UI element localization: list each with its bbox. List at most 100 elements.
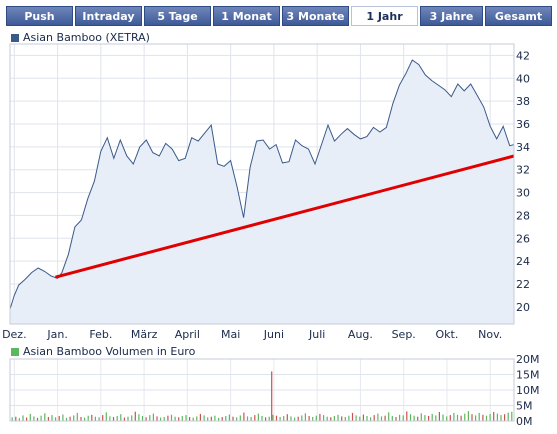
price-area xyxy=(10,60,514,324)
volume-bar xyxy=(160,417,162,421)
volume-bar xyxy=(323,415,325,421)
month-tick-label: Aug. xyxy=(348,328,373,341)
month-tick-label: Okt. xyxy=(436,328,459,341)
price-y-tick-label: 24 xyxy=(516,255,530,268)
volume-bar xyxy=(112,417,115,421)
volume-bar xyxy=(380,416,383,421)
volume-y-tick-label: 15M xyxy=(516,369,540,382)
volume-bar xyxy=(178,417,180,421)
volume-bar xyxy=(127,416,129,421)
volume-bar xyxy=(409,414,412,421)
tab-intraday[interactable]: Intraday xyxy=(75,6,142,26)
tab-gesamt[interactable]: Gesamt xyxy=(485,6,552,26)
volume-bar xyxy=(446,416,448,421)
tab-1-jahr[interactable]: 1 Jahr xyxy=(351,6,418,26)
volume-bar xyxy=(290,416,292,421)
volume-bar xyxy=(366,416,368,421)
volume-bar xyxy=(471,414,473,421)
month-x-axis: Dez. Jan. Feb. März April Mai Juni Juli Aug. Sep.… xyxy=(2,328,502,341)
volume-y-axis: 0M 5M 10M 15M 20M xyxy=(516,353,540,428)
volume-bar xyxy=(294,417,296,421)
volume-bar xyxy=(275,415,278,421)
volume-bar xyxy=(489,413,491,421)
volume-bar xyxy=(304,413,306,422)
volume-bar xyxy=(464,413,466,421)
volume-bar xyxy=(152,413,154,421)
volume-legend-label: Asian Bamboo Volumen in Euro xyxy=(23,345,196,358)
volume-bar xyxy=(301,415,303,421)
volume-bar xyxy=(268,416,270,421)
tab-5-tage[interactable]: 5 Tage xyxy=(144,6,211,26)
price-y-tick-label: 28 xyxy=(516,209,530,222)
volume-bar xyxy=(261,416,263,421)
volume-bar xyxy=(442,414,444,421)
tab-push[interactable]: Push xyxy=(6,6,73,26)
volume-bar xyxy=(181,416,183,421)
volume-bar xyxy=(373,415,375,421)
volume-bar xyxy=(26,417,28,421)
volume-bar xyxy=(435,415,437,421)
tab-3-monate[interactable]: 3 Monate xyxy=(282,6,349,26)
volume-bar xyxy=(359,416,361,421)
volume-bar xyxy=(428,416,430,421)
volume-bar xyxy=(40,415,42,421)
volume-bar xyxy=(138,414,140,421)
volume-bar xyxy=(73,415,75,421)
volume-y-tick-label: 5M xyxy=(516,400,533,413)
volume-bar xyxy=(482,414,484,421)
volume-bar xyxy=(207,417,209,421)
volume-bar xyxy=(243,412,245,421)
volume-bar xyxy=(44,413,46,422)
volume-bar xyxy=(286,414,288,421)
volume-bar xyxy=(391,416,393,421)
month-tick-label: März xyxy=(131,328,158,341)
volume-bar xyxy=(319,413,321,421)
volume-bar xyxy=(62,414,64,421)
price-y-tick-label: 42 xyxy=(516,49,530,62)
volume-bar xyxy=(254,415,256,421)
volume-bar xyxy=(344,417,346,421)
price-y-tick-label: 34 xyxy=(516,141,530,154)
volume-bar xyxy=(214,415,216,421)
volume-legend-swatch xyxy=(11,348,19,356)
volume-bar xyxy=(337,414,339,421)
volume-bar xyxy=(236,417,238,421)
volume-bar xyxy=(348,415,350,421)
volume-bar xyxy=(65,417,68,421)
volume-bar xyxy=(326,416,328,421)
volume-bar xyxy=(87,415,89,421)
price-y-tick-label: 40 xyxy=(516,72,530,85)
price-line xyxy=(9,59,515,310)
volume-bar xyxy=(203,415,205,421)
volume-bar xyxy=(225,416,227,421)
volume-bar xyxy=(94,416,96,421)
volume-bars xyxy=(11,371,513,422)
tab-1-monat[interactable]: 1 Monat xyxy=(213,6,280,26)
volume-bar xyxy=(156,416,158,421)
month-tick-label: Feb. xyxy=(89,328,112,341)
volume-bar xyxy=(384,415,386,421)
volume-bar xyxy=(123,417,125,421)
volume-bar xyxy=(315,415,317,421)
volume-bar xyxy=(453,412,455,421)
volume-bar xyxy=(131,415,133,421)
volume-bar xyxy=(312,417,314,421)
volume-bar xyxy=(399,414,401,421)
tab-3-jahre[interactable]: 3 Jahre xyxy=(420,6,483,26)
price-y-tick-label: 20 xyxy=(516,301,530,314)
price-y-tick-label: 38 xyxy=(516,95,530,108)
volume-bar xyxy=(36,417,39,421)
volume-bar xyxy=(174,416,176,421)
volume-y-tick-label: 10M xyxy=(516,384,540,397)
volume-y-tick-label: 20M xyxy=(516,353,540,366)
volume-y-tick-label: 0M xyxy=(516,415,533,428)
volume-bar xyxy=(377,413,379,421)
volume-bar xyxy=(196,416,198,421)
volume-bar xyxy=(355,415,357,421)
volume-bar xyxy=(170,414,173,421)
price-y-tick-label: 30 xyxy=(516,187,530,200)
volume-bar xyxy=(55,417,57,421)
volume-bar xyxy=(485,415,488,421)
volume-bar xyxy=(163,417,165,421)
